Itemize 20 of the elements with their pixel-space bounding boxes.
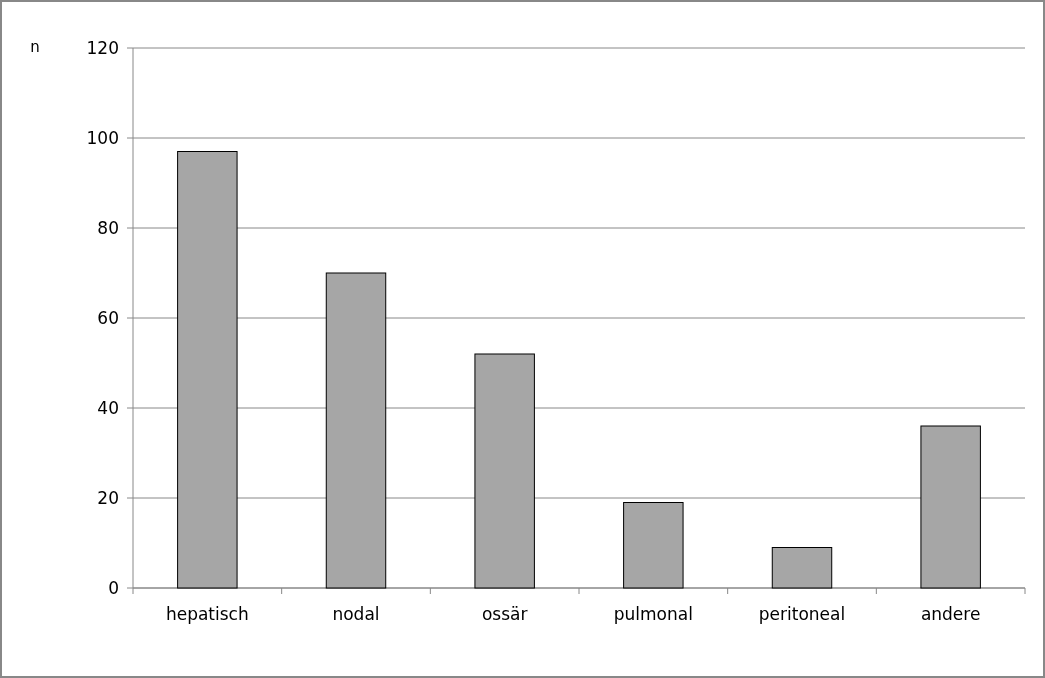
bar	[920, 425, 981, 589]
bar	[177, 151, 238, 589]
x-tick-label: andere	[920, 604, 981, 624]
x-tick-label: ossär	[481, 604, 528, 624]
y-tick-label: 80	[97, 217, 119, 238]
y-tick-label: 0	[108, 577, 119, 598]
y-tick-label: 60	[97, 307, 119, 328]
y-axis-title: n	[30, 38, 40, 56]
y-tick-label: 120	[86, 37, 119, 58]
y-tick-label: 100	[86, 127, 119, 148]
x-tick-label: nodal	[332, 604, 380, 624]
bar	[771, 547, 833, 589]
bar	[474, 353, 535, 589]
y-tick-label: 20	[97, 487, 119, 508]
bar	[325, 272, 387, 589]
x-tick-label: pulmonal	[613, 604, 693, 624]
y-tick-label: 40	[97, 397, 119, 418]
x-tick-label: hepatisch	[165, 604, 249, 624]
x-tick-label: peritoneal	[758, 604, 846, 624]
bar	[623, 502, 684, 589]
